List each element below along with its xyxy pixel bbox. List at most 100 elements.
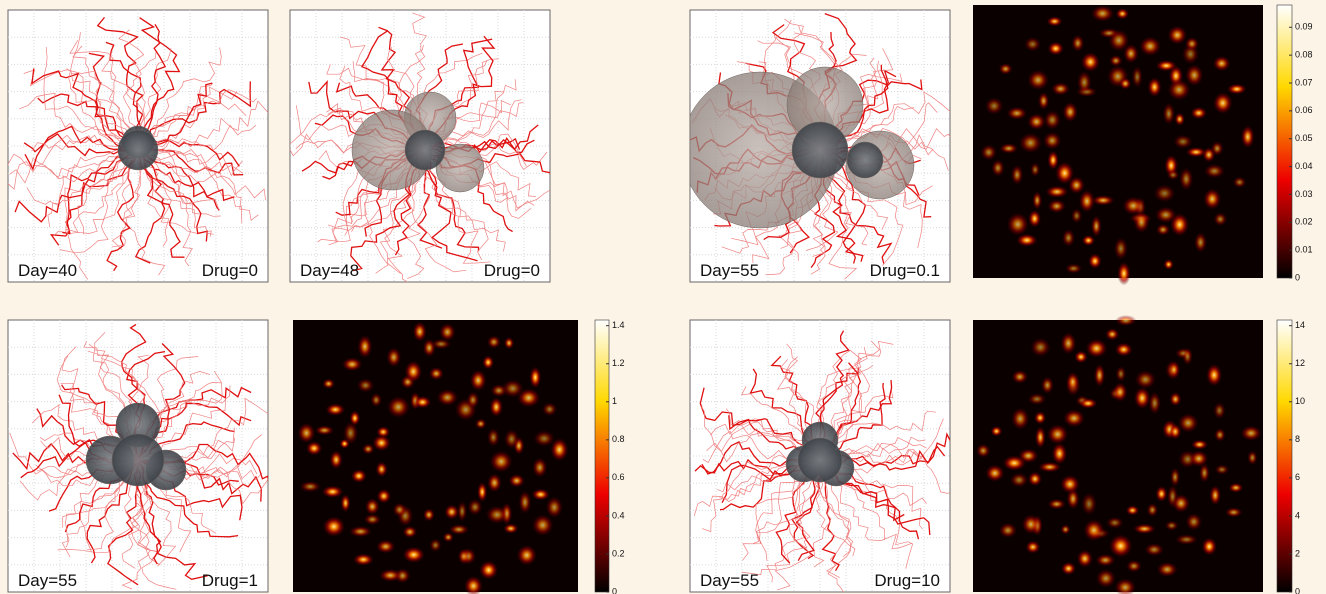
hotspot [342, 357, 363, 371]
colorbar: 00.20.40.60.811.21.4 [595, 320, 625, 594]
hotspot [1202, 537, 1218, 555]
hotspot [379, 569, 402, 582]
hotspot [376, 540, 396, 554]
hotspot [1081, 492, 1097, 516]
hotspot [402, 526, 417, 538]
colorbar-tick-label: 14 [1295, 320, 1305, 330]
hotspot [1233, 176, 1247, 188]
hotspot [1133, 211, 1149, 233]
hotspot [489, 397, 503, 417]
colorbar-tick-label: 0.2 [612, 548, 625, 558]
colorbar-tick-label: 0.07 [1295, 77, 1313, 87]
hotspot [487, 428, 500, 447]
hotspot [529, 366, 541, 388]
hotspot [1083, 519, 1104, 541]
hotspot [444, 504, 459, 519]
hotspot [1047, 150, 1059, 170]
hotspot [487, 335, 501, 349]
colorbar-tick-label: 10 [1295, 396, 1305, 406]
hotspot [508, 474, 524, 488]
figure: Day=40Drug=0Day=48Drug=0Day=55Drug=0.1Da… [0, 0, 1326, 594]
hotspot [1061, 562, 1076, 575]
hotspot [1047, 16, 1063, 26]
colorbar-tick-label: 12 [1295, 358, 1305, 368]
hotspot [546, 496, 564, 518]
hotspot [1169, 361, 1180, 378]
hotspot [1010, 472, 1029, 487]
colorbar-tick-label: 1.4 [612, 320, 625, 330]
hotspot [1170, 467, 1180, 487]
hotspot [467, 391, 480, 408]
hotspot [990, 426, 1002, 437]
hotspot [1167, 25, 1187, 44]
hotspot [1163, 259, 1173, 270]
hotspot [504, 429, 520, 449]
day-label: Day=55 [700, 261, 759, 280]
hotspot [489, 450, 512, 472]
hotspot [503, 523, 519, 533]
hotspot [1082, 235, 1095, 246]
hotspot [364, 514, 381, 526]
hotspot [1095, 554, 1115, 567]
hotspot [1047, 199, 1066, 213]
hotspot [1105, 328, 1119, 340]
colorbar-tick-label: 2 [1295, 548, 1300, 558]
hotspot [1047, 42, 1063, 56]
day-label: Day=55 [18, 571, 77, 590]
hotspot [1117, 262, 1130, 286]
hotspot [1162, 102, 1175, 125]
hotspot [1247, 450, 1258, 465]
colorbar-tick-label: 6 [1295, 472, 1300, 482]
hotspot [1060, 524, 1070, 534]
hotspot [482, 355, 494, 369]
colorbar-tick-label: 0.4 [612, 510, 625, 520]
colorbar-tick-label: 0.05 [1295, 133, 1313, 143]
hotspot [370, 393, 382, 407]
colorbar-tick-label: 1 [612, 396, 617, 406]
hotspot [1094, 363, 1105, 387]
hotspot [1109, 55, 1122, 67]
colorbar: 02468101214 [1277, 320, 1305, 594]
hotspot [1113, 382, 1128, 402]
hotspot [1071, 208, 1082, 223]
hotspot [1156, 562, 1177, 577]
hotspot [1148, 391, 1161, 415]
hotspot [517, 545, 538, 566]
hotspot [1194, 232, 1207, 253]
hotspot [1030, 337, 1051, 357]
hotspot [504, 337, 514, 349]
hotspot [414, 396, 432, 409]
hotspot [1108, 29, 1129, 51]
hotspot [1086, 339, 1108, 358]
colorbar-tick-label: 0 [1295, 272, 1300, 282]
hotspot [429, 538, 442, 552]
colorbar-tick-label: 0.02 [1295, 217, 1313, 227]
hotspot [1074, 351, 1088, 364]
hotspot [1241, 125, 1255, 149]
hotspot [1027, 393, 1046, 405]
hotspot [323, 516, 346, 537]
hotspot [985, 97, 1004, 115]
hotspot [1185, 64, 1203, 86]
hotspot [1047, 499, 1065, 510]
colorbar-tick-label: 4 [1295, 510, 1300, 520]
hotspot [1079, 398, 1098, 409]
hotspot [357, 335, 372, 359]
hotspot [1134, 387, 1151, 409]
hotspot [531, 489, 549, 501]
hotspot [518, 490, 531, 514]
hotspot [1156, 224, 1170, 236]
hotspot [1155, 486, 1167, 502]
colorbar-tick-label: 0.08 [1295, 50, 1313, 60]
colorbar-gradient [595, 320, 609, 592]
hotspot [486, 505, 509, 524]
hotspot [1106, 517, 1124, 529]
colorbar-tick-label: 0.8 [612, 434, 625, 444]
hotspot [1062, 102, 1078, 122]
hotspot [1043, 132, 1062, 150]
day-label: Day=48 [300, 261, 359, 280]
hotspot [1047, 424, 1069, 445]
hotspot [329, 450, 342, 469]
hotspot [1153, 184, 1175, 202]
hotspot [353, 553, 374, 565]
